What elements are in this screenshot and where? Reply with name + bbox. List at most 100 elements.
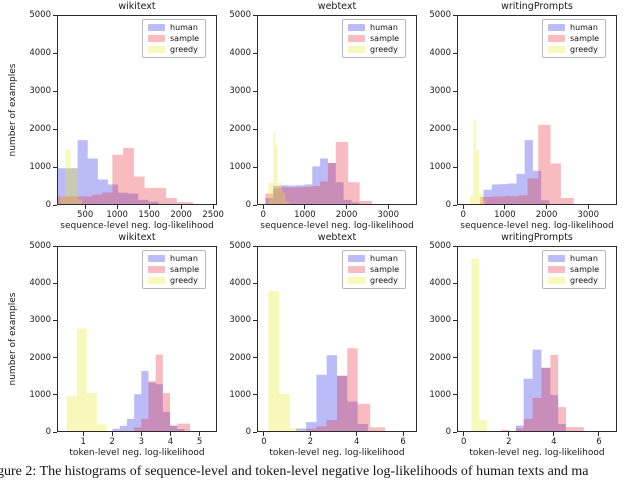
x-tick-label: 4 — [551, 437, 557, 447]
y-tickmark — [453, 245, 457, 247]
y-tick-label: 3000 — [29, 315, 51, 326]
histogram-canvas — [471, 258, 584, 431]
hist-series-sample — [134, 354, 191, 431]
hist-series-sample — [480, 125, 574, 204]
y-tick-label: 1000 — [429, 389, 451, 400]
hist-series-greedy — [268, 291, 301, 431]
x-tickmark — [387, 205, 389, 209]
legend: human sample greedy — [542, 250, 607, 289]
x-tickmark — [140, 432, 142, 436]
y-tick-label: 2000 — [29, 124, 51, 134]
x-tickmark — [309, 432, 311, 436]
legend-swatch-sample — [148, 265, 165, 274]
hist-series-greedy — [60, 149, 83, 204]
x-tickmark — [212, 205, 214, 209]
legend-label: greedy — [370, 276, 398, 285]
x-tickmark — [169, 432, 171, 436]
x-tickmark — [82, 432, 84, 436]
y-tick-label: 5000 — [429, 10, 451, 20]
legend-label: human — [170, 254, 198, 263]
legend-entry-sample: sample — [148, 265, 199, 274]
legend-swatch-human — [148, 23, 165, 32]
legend-label: sample — [370, 34, 400, 43]
legend-entry-human: human — [348, 254, 399, 263]
x-tick-label: 3 — [138, 437, 145, 447]
legend-label: sample — [570, 34, 600, 43]
x-tick-label: 1000 — [494, 210, 516, 220]
y-tickmark — [253, 204, 257, 206]
legend-swatch-sample — [348, 265, 365, 274]
x-tickmark — [116, 205, 118, 209]
y-tickmark — [53, 431, 57, 433]
legend: human sample greedy — [142, 19, 207, 58]
legend-swatch-human — [548, 254, 565, 263]
y-tick-label: 3000 — [229, 86, 251, 96]
y-tick-label: 5000 — [229, 10, 251, 20]
legend-entry-sample: sample — [548, 265, 599, 274]
y-tick-label: 3000 — [429, 86, 451, 96]
subplot-title: webtext — [317, 232, 357, 243]
x-axis-label: token-level neg. log-likelihood — [269, 448, 405, 458]
legend-entry-greedy: greedy — [348, 45, 399, 54]
legend: human sample greedy — [542, 19, 607, 58]
legend-label: greedy — [570, 45, 598, 54]
x-tickmark — [463, 432, 465, 436]
legend-entry-human: human — [548, 23, 599, 32]
x-axis-label: sequence-level neg. log-likelihood — [60, 221, 214, 231]
x-tickmark — [553, 432, 555, 436]
y-tick-label: 0 — [445, 200, 451, 210]
x-tick-label: 5 — [196, 437, 203, 447]
y-tickmark — [453, 319, 457, 321]
y-tick-label: 5000 — [29, 241, 51, 251]
y-tickmark — [253, 14, 257, 16]
legend-entry-human: human — [148, 254, 199, 263]
legend-swatch-human — [548, 23, 565, 32]
x-axis-label: token-level neg. log-likelihood — [469, 448, 605, 458]
y-tickmark — [453, 166, 457, 168]
x-axis-label: sequence-level neg. log-likelihood — [460, 221, 614, 231]
legend-entry-sample: sample — [348, 265, 399, 274]
y-tick-label: 3000 — [229, 315, 251, 326]
legend-swatch-greedy — [548, 45, 565, 54]
x-tick-label: 1 — [80, 437, 86, 447]
x-tickmark — [508, 432, 510, 436]
x-tick-label: 6 — [596, 437, 602, 447]
legend-entry-human: human — [148, 23, 199, 32]
y-tick-label: 4000 — [429, 278, 451, 289]
legend-entry-greedy: greedy — [148, 276, 199, 285]
legend-swatch-human — [348, 254, 365, 263]
x-tick-label: 2000 — [170, 210, 192, 220]
y-tickmark — [53, 319, 57, 321]
legend-swatch-greedy — [148, 45, 165, 54]
x-tick-label: 500 — [77, 210, 94, 220]
legend-swatch-human — [348, 23, 365, 32]
x-tick-label: 4 — [167, 437, 174, 447]
subplot-title: wikitext — [118, 232, 156, 243]
figure-caption: gure 2: The histograms of sequence-level… — [0, 464, 589, 479]
hist-series-human — [112, 371, 185, 431]
y-tick-label: 2000 — [229, 124, 251, 134]
histogram-canvas — [58, 140, 194, 204]
y-tickmark — [453, 90, 457, 92]
y-axis-label: number of examples — [8, 63, 18, 157]
legend-entry-greedy: greedy — [148, 45, 199, 54]
y-tick-label: 1000 — [29, 162, 51, 172]
legend-label: human — [170, 23, 198, 32]
hist-series-greedy — [66, 328, 107, 431]
legend-label: human — [370, 23, 398, 32]
subplot-title: writingPrompts — [501, 232, 573, 243]
x-tickmark — [346, 205, 348, 209]
x-tick-label: 6 — [400, 437, 406, 447]
legend-label: greedy — [370, 45, 398, 54]
legend-swatch-sample — [548, 265, 565, 274]
y-tick-label: 5000 — [229, 241, 251, 251]
y-axis-label: number of examples — [8, 292, 18, 386]
y-tick-label: 1000 — [429, 162, 451, 172]
y-tick-label: 0 — [245, 427, 251, 437]
x-tickmark — [546, 205, 548, 209]
y-tickmark — [453, 14, 457, 16]
legend-swatch-human — [148, 254, 165, 263]
legend-entry-greedy: greedy — [548, 45, 599, 54]
y-tickmark — [453, 282, 457, 284]
hist-series-sample — [501, 354, 584, 431]
